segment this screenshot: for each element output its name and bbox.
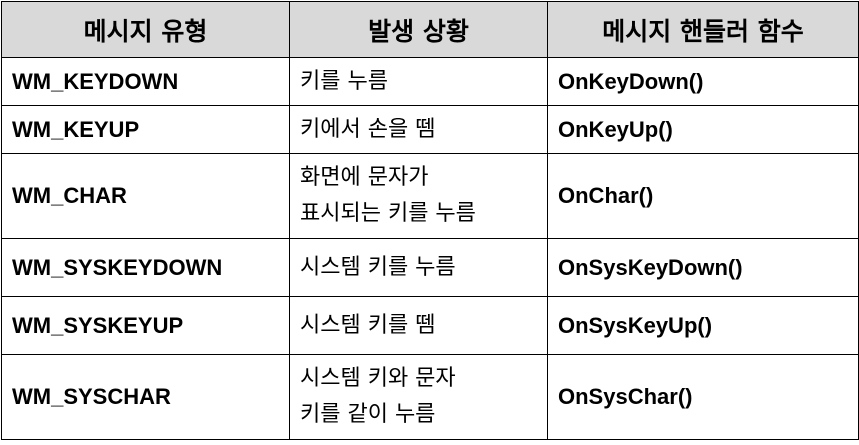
header-situation: 발생 상황 <box>289 1 548 58</box>
situation-line: 화면에 문자가 <box>300 165 429 190</box>
message-type-cell: WM_CHAR <box>1 153 290 239</box>
situation-line: 키에서 손을 뗌 <box>300 116 436 142</box>
situation-cell: 시스템 키를 누름 <box>289 238 548 297</box>
handler-cell: OnKeyDown() <box>547 57 859 106</box>
handler-cell: OnKeyUp() <box>547 105 859 154</box>
table-row: WM_SYSKEYDOWN 시스템 키를 누름 OnSysKeyDown() <box>1 238 859 297</box>
handler-cell: OnSysKeyUp() <box>547 296 859 355</box>
situation-line: 시스템 키를 누름 <box>300 254 456 280</box>
situation-line: 표시되는 키를 누름 <box>300 201 476 226</box>
situation-line: 시스템 키를 뗌 <box>300 312 436 338</box>
header-message-type: 메시지 유형 <box>1 1 290 58</box>
header-handler-function: 메시지 핸들러 함수 <box>547 1 859 58</box>
message-type-cell: WM_SYSKEYDOWN <box>1 238 290 297</box>
table-row: WM_CHAR 화면에 문자가 표시되는 키를 누름 OnChar() <box>1 153 859 239</box>
message-type-cell: WM_KEYDOWN <box>1 57 290 106</box>
situation-cell: 키에서 손을 뗌 <box>289 105 548 154</box>
table-row: WM_SYSKEYUP 시스템 키를 뗌 OnSysKeyUp() <box>1 296 859 355</box>
table-row: WM_KEYDOWN 키를 누름 OnKeyDown() <box>1 57 859 106</box>
situation-line: 키를 누름 <box>300 68 388 94</box>
message-type-cell: WM_KEYUP <box>1 105 290 154</box>
message-type-cell: WM_SYSKEYUP <box>1 296 290 355</box>
header-row: 메시지 유형 발생 상황 메시지 핸들러 함수 <box>1 1 859 58</box>
handler-cell: OnSysChar() <box>547 354 859 440</box>
situation-cell: 시스템 키를 뗌 <box>289 296 548 355</box>
handler-cell: OnChar() <box>547 153 859 239</box>
situation-cell: 키를 누름 <box>289 57 548 106</box>
situation-cell: 시스템 키와 문자 키를 같이 누름 <box>289 354 548 440</box>
table-row: WM_KEYUP 키에서 손을 뗌 OnKeyUp() <box>1 105 859 154</box>
message-type-cell: WM_SYSCHAR <box>1 354 290 440</box>
handler-cell: OnSysKeyDown() <box>547 238 859 297</box>
situation-line: 시스템 키와 문자 <box>300 366 456 391</box>
situation-cell: 화면에 문자가 표시되는 키를 누름 <box>289 153 548 239</box>
table-row: WM_SYSCHAR 시스템 키와 문자 키를 같이 누름 OnSysChar(… <box>1 354 859 440</box>
situation-line: 키를 같이 누름 <box>300 402 436 427</box>
